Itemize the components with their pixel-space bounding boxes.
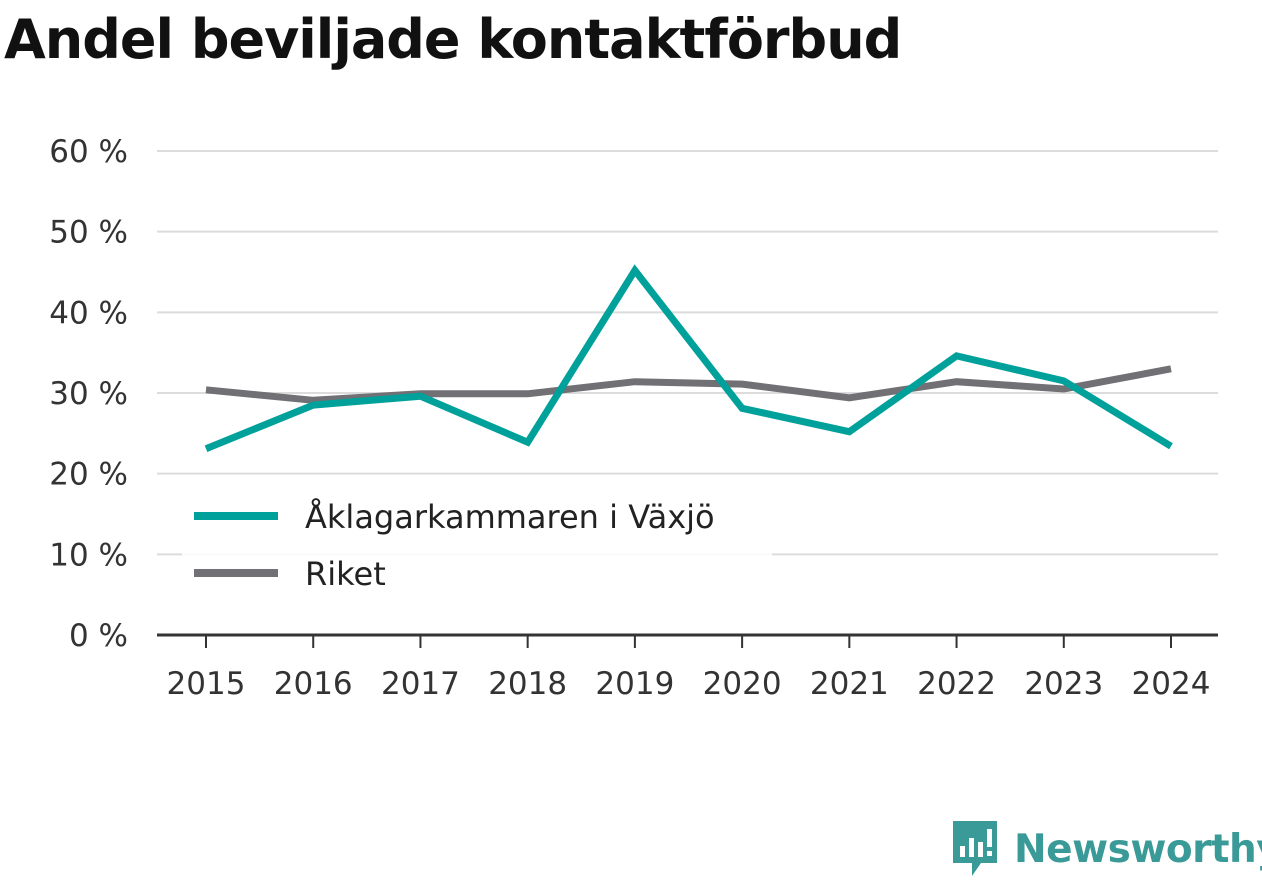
y-tick-label: 20 % <box>49 457 128 493</box>
x-tick-label: 2018 <box>488 666 567 702</box>
x-tick-label: 2015 <box>167 666 246 702</box>
y-tick-label: 30 % <box>49 376 128 412</box>
x-tick-label: 2023 <box>1024 666 1103 702</box>
legend-label-1: Riket <box>305 555 386 593</box>
x-tick-label: 2019 <box>595 666 674 702</box>
series-line-1 <box>205 365 1172 404</box>
series-line-0 <box>204 264 1173 452</box>
y-axis-ticks: 0 % 10 % 20 % 30 % 40 % 50 % 60 % <box>49 134 128 654</box>
y-tick-label: 60 % <box>49 134 128 170</box>
legend: Åklagarkammaren i Växjö Riket <box>182 486 772 598</box>
y-tick-label: 40 % <box>49 295 128 331</box>
x-axis: 2015 2016 2017 2018 2019 2020 2021 2022 2023 2024 <box>157 633 1218 702</box>
legend-background <box>182 486 772 598</box>
x-tick-label: 2016 <box>274 666 353 702</box>
x-tick-label: 2021 <box>810 666 889 702</box>
chart-title: Andel beviljade kontaktförbud <box>4 8 902 71</box>
y-tick-label: 10 % <box>49 537 128 573</box>
x-tick-label: 2017 <box>381 666 460 702</box>
newsworthy-logo-icon <box>953 821 997 876</box>
x-tick-label: 2024 <box>1132 666 1211 702</box>
newsworthy-brand: Newsworthy <box>950 818 1262 880</box>
y-tick-label: 0 % <box>69 618 128 654</box>
series-lines <box>204 264 1173 452</box>
x-tick-label: 2022 <box>917 666 996 702</box>
legend-label-0: Åklagarkammaren i Växjö <box>305 498 715 536</box>
y-tick-label: 50 % <box>49 215 128 251</box>
x-tick-label: 2020 <box>703 666 782 702</box>
brand-name: Newsworthy <box>1014 826 1262 872</box>
